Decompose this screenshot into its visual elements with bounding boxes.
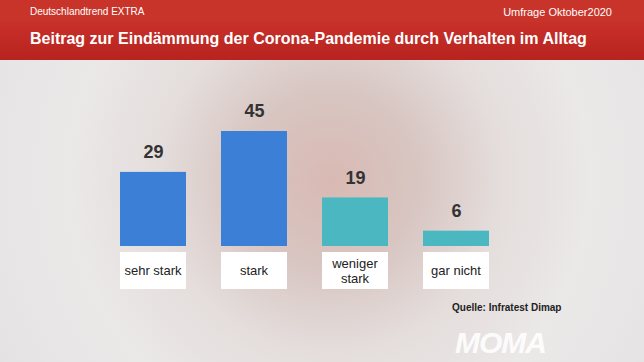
svg-text:19: 19	[345, 168, 365, 188]
html-text:sehr stark: sehr stark	[124, 263, 182, 278]
svg-text:45: 45	[244, 101, 264, 121]
html-text:Umfrage Oktober2020: Umfrage Oktober2020	[503, 6, 612, 18]
html-text:Beitrag zur Eindämmung der Cor: Beitrag zur Eindämmung der Corona-Pandem…	[30, 30, 587, 47]
html-text:Deutschlandtrend EXTRA: Deutschlandtrend EXTRA	[30, 6, 145, 17]
html-text:weniger stark: weniger stark	[332, 255, 378, 286]
html-text:stark: stark	[239, 263, 269, 278]
svg-text:6: 6	[451, 201, 461, 221]
svg-text:29: 29	[143, 142, 163, 162]
html-text:Quelle: Infratest Dimap: Quelle: Infratest Dimap	[452, 302, 562, 313]
html-text:MOMA: MOMA	[455, 326, 546, 359]
html-text:gar nicht: gar nicht	[431, 263, 481, 278]
